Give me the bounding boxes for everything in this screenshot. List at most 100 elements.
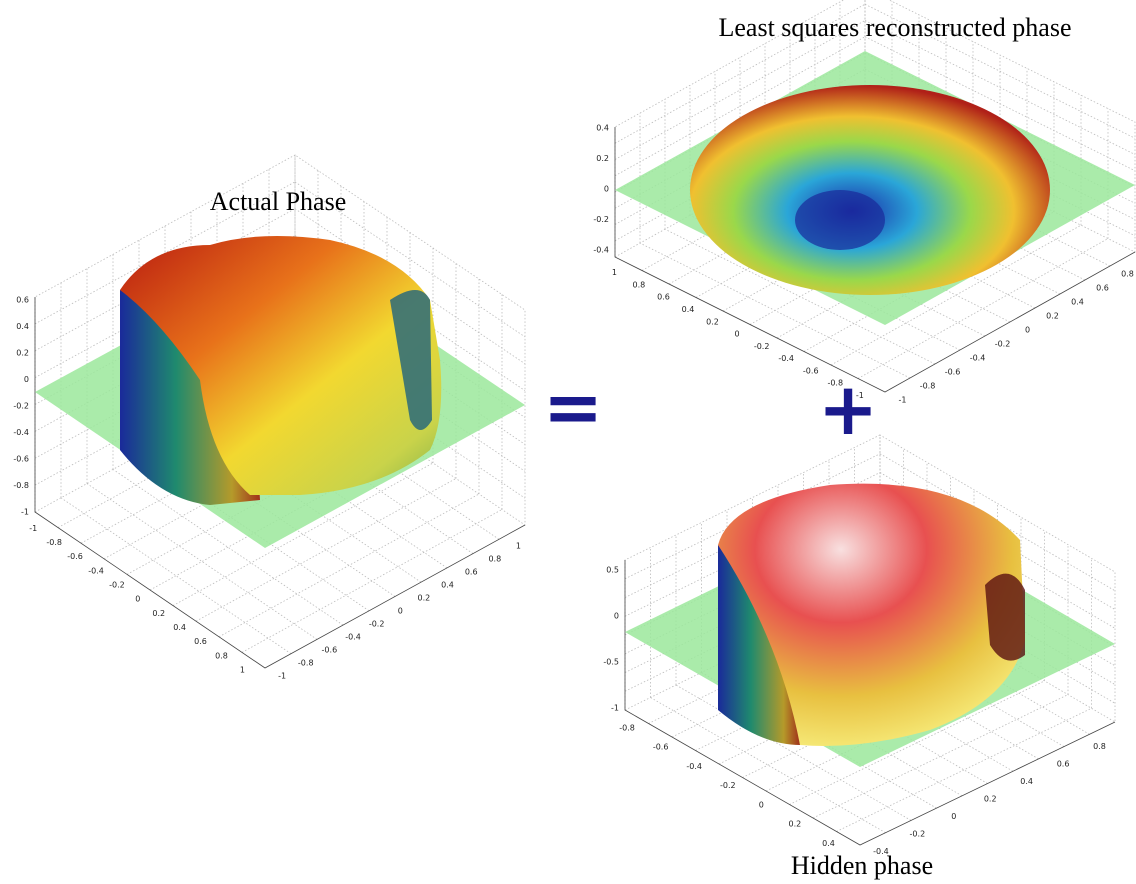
y-tick-label: 0.2	[1046, 311, 1059, 320]
surfaces	[120, 85, 1050, 746]
grid-line	[86, 483, 318, 640]
y-tick-label: 0.2	[418, 594, 431, 603]
y-tick-label: 0.8	[1093, 742, 1106, 751]
x-tick-label: 0.2	[152, 609, 165, 618]
y-tick-label: 0.6	[465, 568, 478, 577]
x-tick-label: -0.2	[109, 580, 125, 589]
x-tick-label: 0	[759, 800, 764, 809]
z-tick-label: 0.2	[16, 349, 29, 358]
y-tick-label: -0.4	[970, 353, 986, 362]
y-tick-label: 0	[1025, 325, 1030, 334]
grid-line	[614, 36, 866, 177]
y-tick-label: 0.8	[1121, 269, 1134, 278]
x-tick-label: -0.8	[46, 538, 62, 547]
grid-line	[614, 3, 866, 144]
y-tick-label: -0.8	[298, 659, 314, 668]
grid-line	[830, 224, 1082, 366]
z-tick-label: 0.2	[596, 154, 609, 163]
y-tick-label: 0.4	[1020, 777, 1033, 786]
grid-line	[864, 3, 1136, 139]
x-tick-label: 0.8	[633, 280, 646, 289]
z-tick-label: -1	[21, 508, 29, 517]
x-tick-label: 0.8	[215, 651, 228, 660]
x-tick-label: -0.8	[619, 723, 635, 732]
y-tick-label: 0.4	[441, 581, 454, 590]
z-tick-label: -1	[611, 704, 619, 713]
x-tick-label: -0.2	[720, 781, 736, 790]
x-tick-label: 0.2	[789, 820, 802, 829]
y-tick-label: 0.6	[1057, 759, 1070, 768]
y-tick-label: 0.6	[1096, 283, 1109, 292]
x-tick-label: -0.8	[827, 379, 843, 388]
x-tick-label: -1	[856, 391, 864, 400]
ls-phase-surface	[690, 85, 1050, 295]
x-tick-label: -0.4	[686, 762, 702, 771]
grid-line	[218, 493, 480, 638]
z-tick-label: -0.4	[593, 246, 609, 255]
grid-line	[60, 497, 292, 655]
z-tick-label: 0	[604, 185, 609, 194]
x-tick-label: 0.2	[706, 317, 719, 326]
x-tick-label: 0.6	[194, 637, 207, 646]
y-tick-label: -0.8	[920, 381, 936, 390]
z-tick-label: -0.2	[13, 402, 29, 411]
x-tick-label: -0.6	[653, 743, 669, 752]
x-tick-label: -0.6	[803, 366, 819, 375]
grid-line	[864, 36, 1136, 172]
z-tick-label: -0.4	[13, 428, 29, 437]
y-tick-label: 0.8	[488, 555, 501, 564]
z-tick-label: -0.8	[13, 481, 29, 490]
panel-title: Hidden phase	[791, 851, 933, 880]
y-tick-label: 0	[398, 607, 403, 616]
hidden-phase-surface	[718, 483, 1025, 746]
y-tick-label: 0.2	[984, 795, 997, 804]
grid-line	[241, 509, 503, 653]
z-tick-label: 0	[24, 375, 29, 384]
actual-phase-notch	[390, 290, 432, 430]
grid-line	[112, 469, 344, 626]
y-tick-label: -1	[278, 672, 286, 681]
panel-title: Least squares reconstructed phase	[718, 13, 1071, 42]
grid-line	[857, 238, 1109, 379]
axis-line	[34, 297, 526, 669]
x-tick-label: 0.4	[822, 839, 835, 848]
y-tick-label: -0.2	[369, 620, 385, 629]
x-tick-label: -0.4	[778, 354, 794, 363]
grid-line	[294, 208, 526, 365]
equals-sign: =	[543, 365, 603, 449]
y-tick-label: 1	[516, 542, 521, 551]
hidden-phase-notch	[985, 573, 1025, 661]
z-tick-label: 0	[614, 612, 619, 621]
x-tick-label: 0.6	[657, 293, 670, 302]
axis-line	[614, 127, 1136, 393]
z-tick-label: 0.4	[16, 322, 29, 331]
y-tick-label: -0.4	[345, 633, 361, 642]
z-tick-label: 0.6	[16, 296, 29, 305]
grid-line	[864, 20, 1136, 155]
tick-labels: 0.60.40.20-0.2-0.4-0.6-0.8-1-1-0.8-0.6-0…	[13, 124, 1133, 857]
plus-sign: +	[818, 367, 878, 451]
y-tick-label: -0.4	[873, 847, 889, 856]
grid-line	[172, 462, 434, 606]
x-tick-label: 0.4	[682, 305, 695, 314]
x-tick-label: -0.2	[754, 342, 770, 351]
y-tick-label: -0.6	[945, 367, 961, 376]
axis-line	[624, 560, 1116, 846]
y-tick-label: 0.4	[1071, 297, 1084, 306]
z-tick-label: 0.4	[596, 124, 609, 133]
actual-phase-surface	[120, 236, 442, 495]
x-tick-label: -0.6	[67, 552, 83, 561]
grid-line	[34, 181, 296, 325]
x-tick-label: 0.4	[173, 623, 186, 632]
x-tick-label: 0	[135, 595, 140, 604]
y-tick-label: -0.6	[322, 646, 338, 655]
x-tick-label: 1	[612, 268, 617, 277]
x-tick-label: -1	[29, 524, 37, 533]
grid-line	[195, 478, 457, 622]
wall	[294, 154, 526, 526]
y-tick-label: -0.2	[910, 830, 926, 839]
z-tick-label: -0.2	[593, 215, 609, 224]
y-tick-label: -1	[899, 395, 907, 404]
z-tick-label: 0.5	[606, 566, 619, 575]
